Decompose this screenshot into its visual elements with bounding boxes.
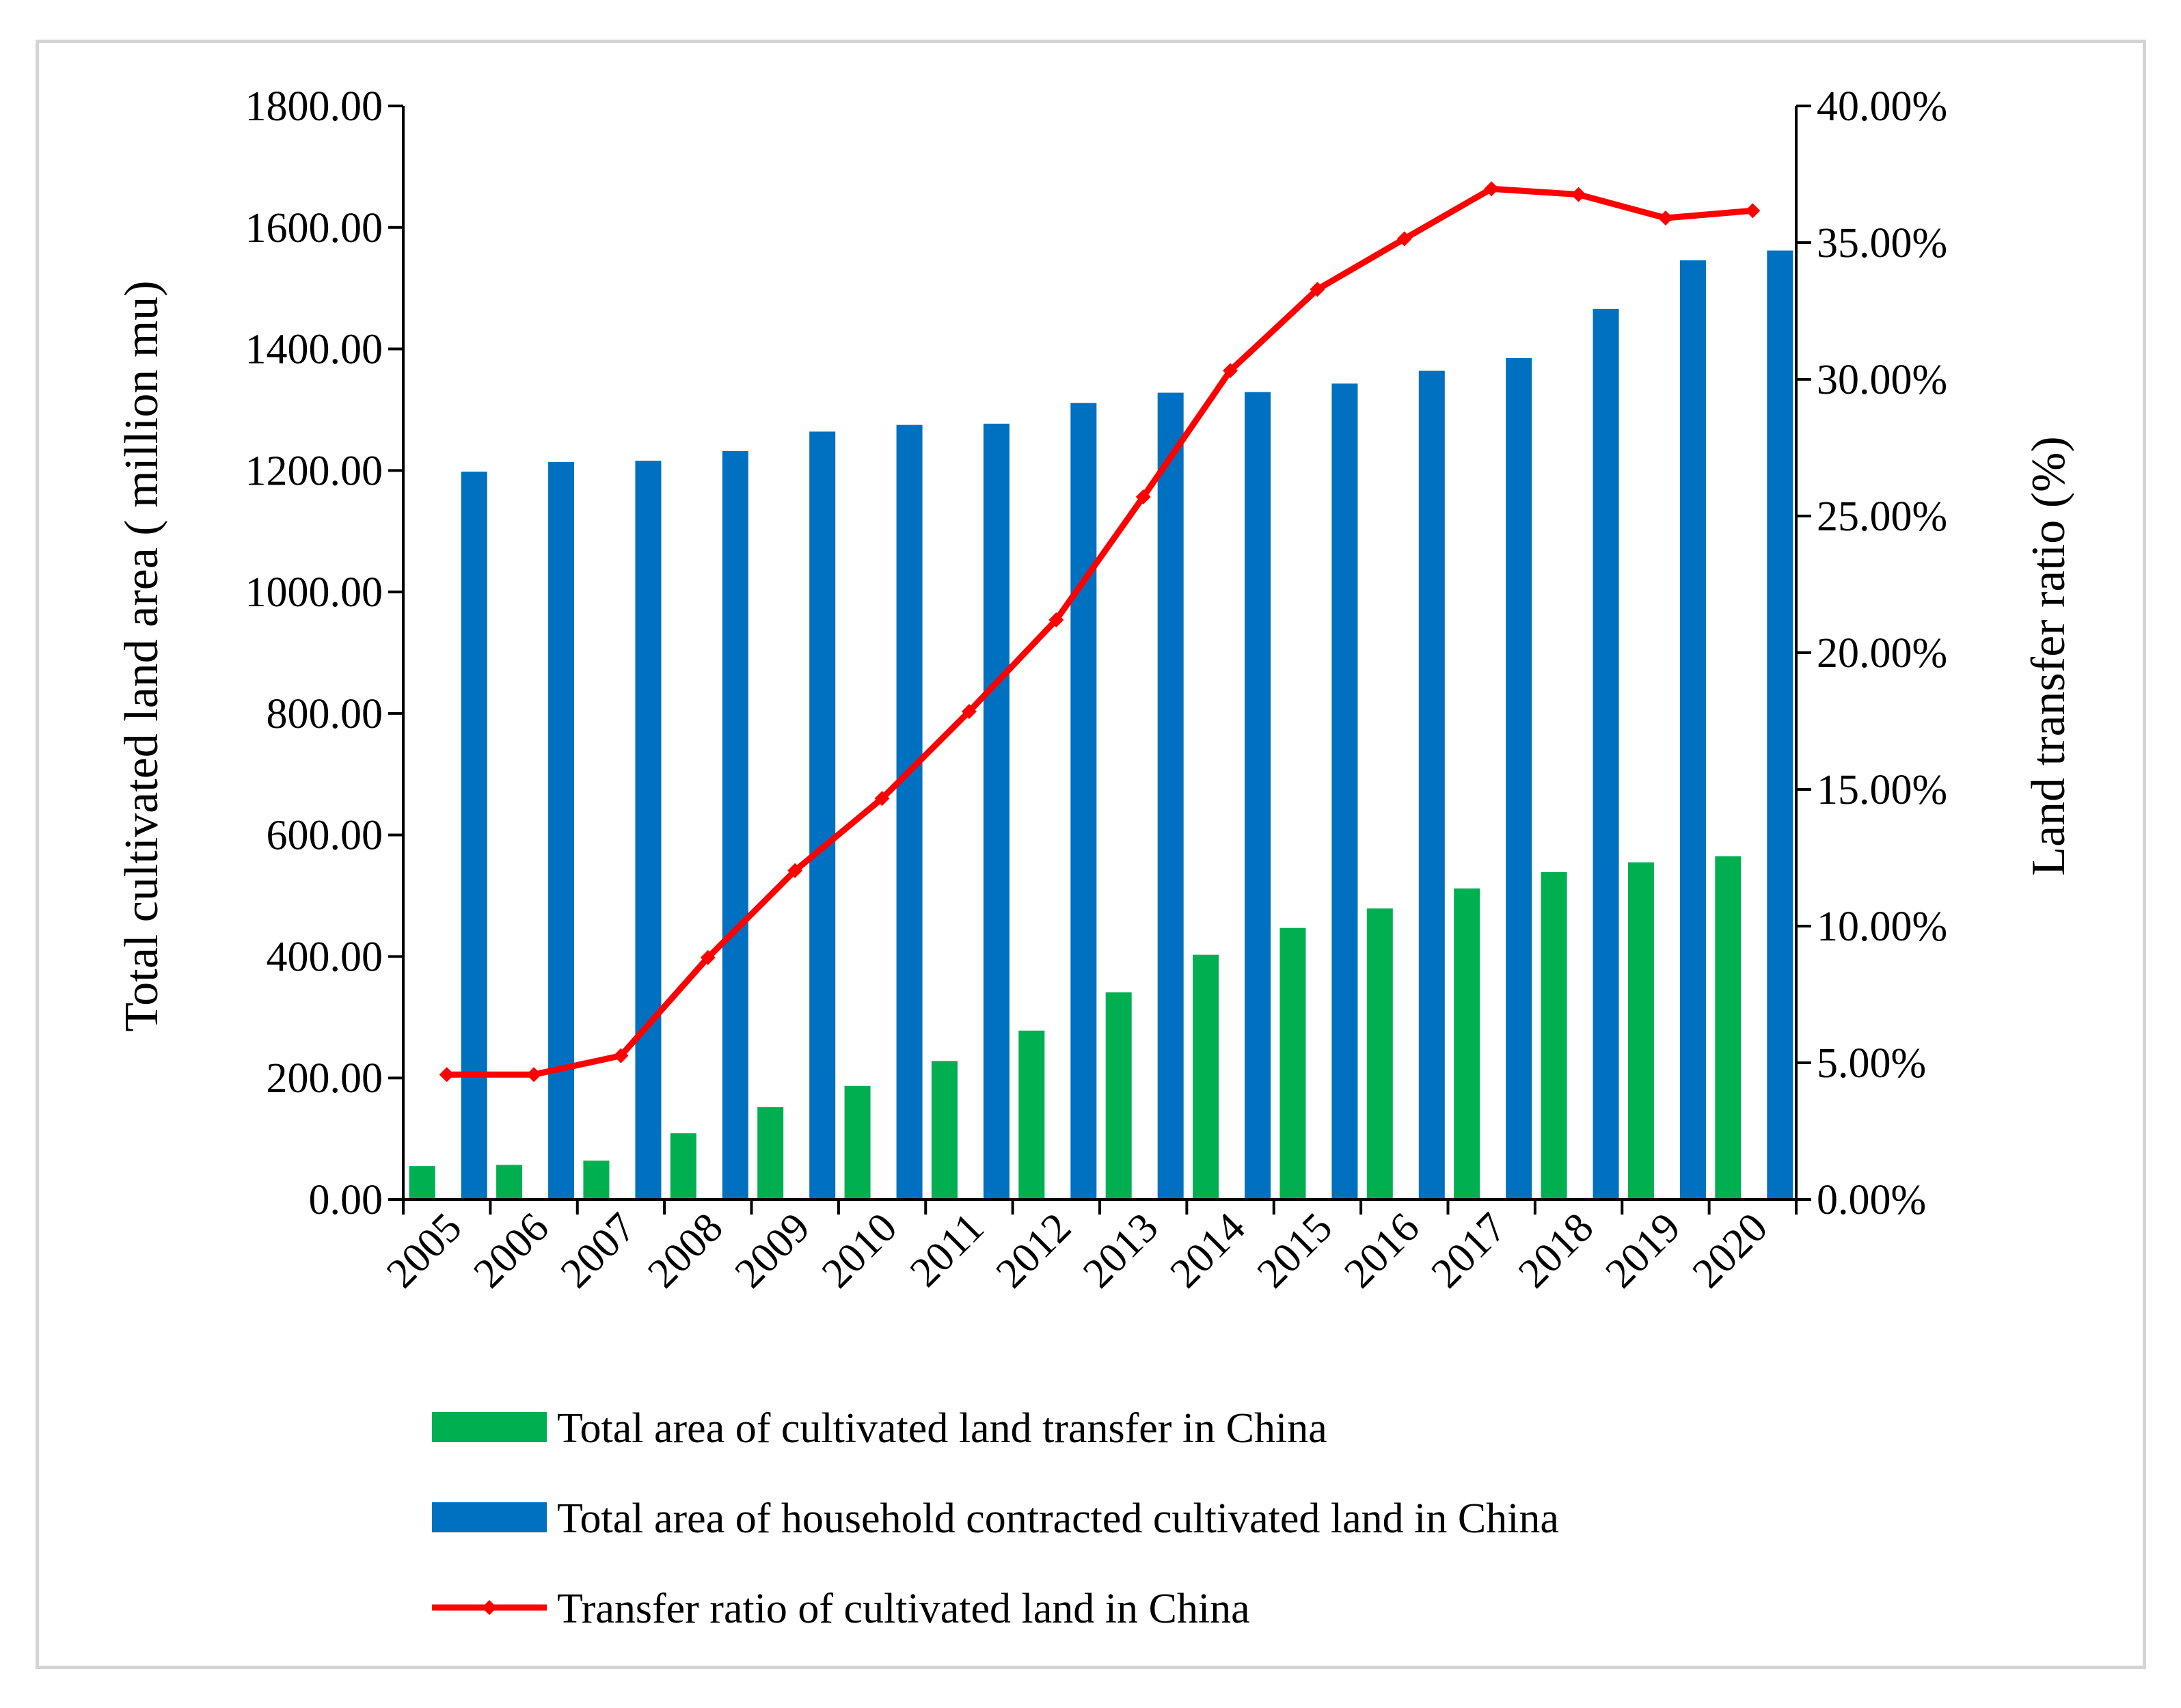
- bar-transfer-area-2009: [757, 1107, 784, 1199]
- bar-contracted-area-2011: [983, 423, 1010, 1199]
- bar-transfer-area-2012: [1018, 1030, 1045, 1199]
- bar-transfer-area-2016: [1366, 908, 1393, 1199]
- line-layer: [439, 181, 1761, 1083]
- x-tick-label-2011: 2011: [902, 1204, 993, 1296]
- bar-contracted-area-2009: [809, 431, 836, 1199]
- transfer-ratio-point-2008: [700, 950, 716, 965]
- bar-transfer-area-2017: [1454, 888, 1480, 1199]
- x-tick-label-2008: 2008: [639, 1204, 732, 1297]
- x-tick-label-2018: 2018: [1510, 1204, 1603, 1297]
- legend-label-2: Total area of household contracted culti…: [557, 1495, 1559, 1542]
- y-tick-label: 1800.00: [245, 83, 383, 130]
- transfer-ratio-point-2015: [1310, 282, 1325, 297]
- y-tick-label: 200.00: [267, 1055, 383, 1102]
- bar-transfer-area-2015: [1279, 927, 1306, 1199]
- x-tick-label-2017: 2017: [1422, 1204, 1515, 1297]
- bar-contracted-area-2020: [1767, 250, 1793, 1199]
- y2-tick-label: 25.00%: [1817, 493, 1947, 540]
- x-tick-label-2012: 2012: [987, 1204, 1080, 1297]
- bar-contracted-area-2006: [548, 461, 575, 1199]
- transfer-ratio-point-2016: [1396, 231, 1412, 247]
- y2-tick-label: 30.00%: [1817, 357, 1947, 403]
- transfer-ratio-point-2019: [1657, 211, 1673, 226]
- y2-axis-title: Land transfer ratio (%): [2022, 436, 2075, 876]
- bar-contracted-area-2007: [635, 461, 662, 1199]
- bar-transfer-area-2019: [1627, 862, 1654, 1199]
- bar-transfer-area-2005: [409, 1166, 435, 1199]
- y-tick-label: 1400.00: [245, 327, 383, 373]
- bar-transfer-area-2018: [1541, 871, 1567, 1199]
- y2-tick-label: 40.00%: [1817, 83, 1947, 130]
- bar-transfer-area-2014: [1193, 954, 1219, 1199]
- y-tick-label: 400.00: [267, 934, 383, 980]
- bar-transfer-area-2007: [583, 1161, 610, 1199]
- bars-layer: [409, 250, 1793, 1200]
- bar-transfer-area-2013: [1105, 992, 1132, 1199]
- bar-contracted-area-2018: [1593, 308, 1619, 1199]
- y-tick-label: 0.00: [309, 1177, 383, 1223]
- x-tick-label-2010: 2010: [813, 1204, 906, 1297]
- transfer-ratio-point-2017: [1484, 181, 1500, 197]
- bar-contracted-area-2005: [461, 472, 487, 1199]
- transfer-ratio-point-2011: [961, 704, 977, 719]
- x-tick-label-2006: 2006: [465, 1204, 558, 1297]
- x-tick-label-2016: 2016: [1336, 1204, 1428, 1297]
- transfer-ratio-point-2018: [1571, 187, 1586, 202]
- y2-tick-label: 35.00%: [1817, 220, 1947, 267]
- y-tick-label: 1200.00: [245, 448, 383, 494]
- transfer-ratio-line: [446, 185, 1753, 1078]
- bar-contracted-area-2010: [896, 424, 923, 1199]
- y2-tick-label: 10.00%: [1817, 904, 1947, 950]
- transfer-ratio-point-2007: [613, 1048, 629, 1063]
- legend-label-3: Transfer ratio of cultivated land in Chi…: [557, 1586, 1250, 1632]
- y-tick-label: 800.00: [267, 691, 383, 737]
- y-tick-label: 1600.00: [245, 205, 383, 252]
- x-tick-label-2007: 2007: [552, 1204, 645, 1297]
- x-tick-label-2013: 2013: [1074, 1204, 1167, 1297]
- legend-swatch-2: [432, 1502, 547, 1532]
- bar-contracted-area-2008: [722, 450, 748, 1199]
- axes-layer: [402, 106, 1798, 1201]
- bar-contracted-area-2019: [1679, 260, 1706, 1199]
- bar-transfer-area-2008: [670, 1133, 696, 1199]
- bar-contracted-area-2013: [1157, 392, 1184, 1199]
- legend-swatch-1: [432, 1412, 547, 1442]
- bar-contracted-area-2014: [1245, 392, 1271, 1199]
- transfer-ratio-point-2020: [1745, 203, 1761, 219]
- bar-contracted-area-2017: [1506, 357, 1532, 1199]
- y-axis-title: Total cultivated land area ( million mu): [116, 280, 168, 1031]
- transfer-ratio-point-2012: [1048, 612, 1064, 627]
- bar-transfer-area-2006: [496, 1165, 523, 1199]
- bar-contracted-area-2012: [1070, 403, 1097, 1199]
- y-tick-label: 600.00: [267, 813, 383, 859]
- x-tick-label-2020: 2020: [1683, 1204, 1776, 1297]
- transfer-ratio-point-2014: [1223, 363, 1238, 379]
- x-tick-label-2015: 2015: [1249, 1204, 1342, 1297]
- y2-tick-label: 20.00%: [1817, 630, 1947, 677]
- x-tick-label-2014: 2014: [1161, 1204, 1254, 1297]
- bar-contracted-area-2015: [1331, 383, 1358, 1200]
- bar-transfer-area-2020: [1715, 856, 1742, 1199]
- bar-transfer-area-2011: [931, 1061, 958, 1199]
- bar-transfer-area-2010: [844, 1085, 871, 1199]
- transfer-ratio-point-2010: [874, 791, 890, 806]
- transfer-ratio-point-2009: [787, 863, 803, 878]
- x-tick-label-2009: 2009: [726, 1204, 819, 1297]
- legend-label-1: Total area of cultivated land transfer i…: [557, 1405, 1327, 1452]
- x-tick-label-2005: 2005: [378, 1204, 471, 1297]
- y2-tick-label: 5.00%: [1817, 1040, 1926, 1087]
- transfer-ratio-point-2013: [1135, 489, 1151, 504]
- y-tick-label: 1000.00: [245, 569, 383, 616]
- transfer-ratio-point-2006: [526, 1067, 542, 1083]
- legend-marker-3: [482, 1600, 497, 1615]
- bar-contracted-area-2016: [1418, 370, 1445, 1199]
- transfer-ratio-point-2005: [439, 1067, 455, 1083]
- legend: Total area of cultivated land transfer i…: [432, 1405, 1559, 1632]
- y2-tick-label: 0.00%: [1817, 1177, 1926, 1223]
- y2-tick-label: 15.00%: [1817, 767, 1947, 813]
- x-tick-label-2019: 2019: [1597, 1204, 1690, 1297]
